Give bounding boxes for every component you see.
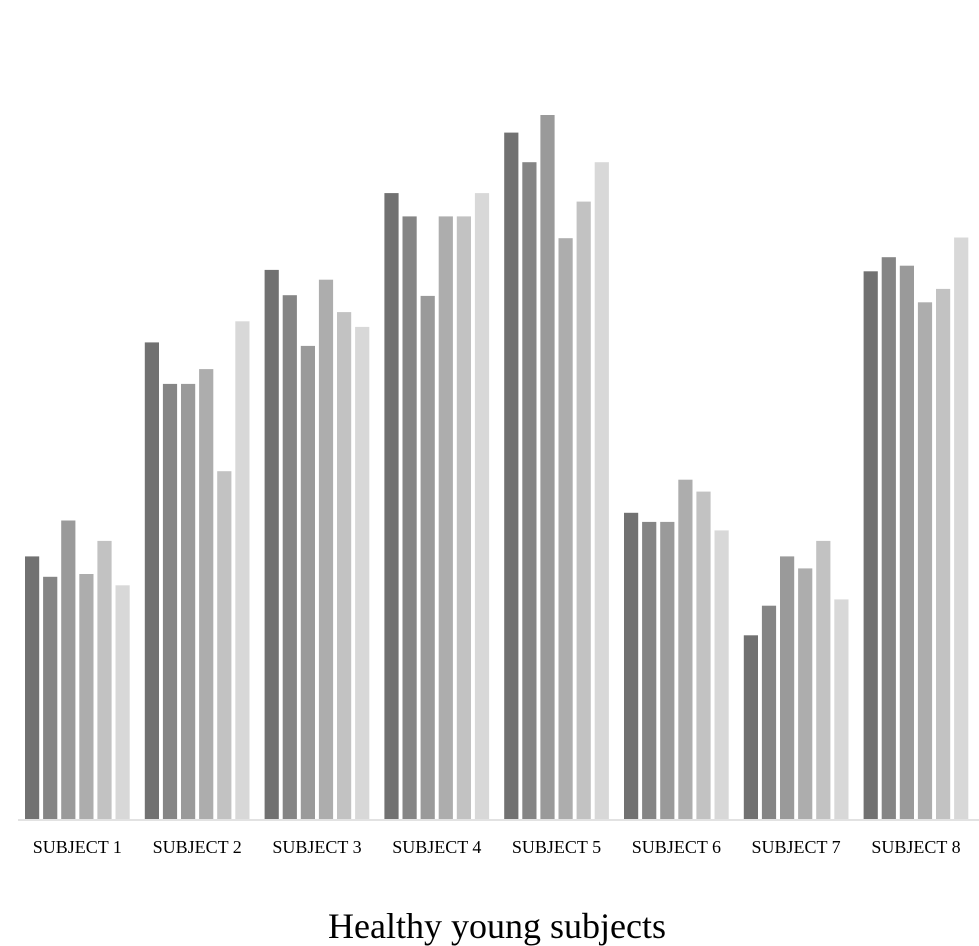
bar-subject-5-series-2 <box>522 162 537 819</box>
category-label: SUBJECT 1 <box>33 837 122 857</box>
category-label: SUBJECT 4 <box>392 837 481 857</box>
bar-subject-3-series-4 <box>318 279 334 819</box>
category-label: SUBJECT 5 <box>512 837 601 857</box>
category-label: SUBJECT 7 <box>751 837 840 857</box>
bar-subject-8-series-2 <box>881 257 896 819</box>
bar-subject-4-series-4 <box>438 216 453 819</box>
bar-subject-5-series-3 <box>540 115 555 819</box>
bar-subject-4-series-5 <box>456 216 471 819</box>
category-label: SUBJECT 2 <box>153 837 242 857</box>
bar-subject-8-series-5 <box>936 288 951 819</box>
bar-subject-4-series-1 <box>384 193 399 820</box>
bar-subject-5-series-5 <box>576 201 591 820</box>
bar-subject-6-series-1 <box>624 512 639 819</box>
bars-group <box>25 115 969 820</box>
category-label: SUBJECT 3 <box>272 837 361 857</box>
bar-subject-1-series-2 <box>43 576 58 819</box>
bar-subject-3-series-1 <box>264 269 279 819</box>
bar-subject-8-series-1 <box>863 271 878 819</box>
bar-subject-6-series-3 <box>660 521 675 819</box>
bar-subject-4-series-6 <box>474 193 490 820</box>
bar-subject-2-series-2 <box>162 383 178 819</box>
bar-subject-3-series-3 <box>300 345 315 819</box>
bar-subject-7-series-1 <box>743 635 758 819</box>
category-label: SUBJECT 8 <box>871 837 960 857</box>
bar-subject-1-series-3 <box>61 520 76 819</box>
bar-subject-5-series-6 <box>594 162 609 819</box>
bar-subject-3-series-5 <box>337 312 352 819</box>
category-labels: SUBJECT 1 SUBJECT 2 SUBJECT 3 SUBJECT 4 SUBJ… <box>33 837 961 857</box>
bar-subject-1-series-4 <box>79 574 94 819</box>
bar-subject-4-series-3 <box>420 295 435 819</box>
bar-subject-2-series-3 <box>181 383 196 819</box>
bar-subject-1-series-5 <box>97 540 112 819</box>
bar-subject-1-series-6 <box>115 585 130 819</box>
bar-subject-2-series-1 <box>144 342 159 819</box>
bar-subject-6-series-4 <box>678 479 693 819</box>
bar-subject-5-series-1 <box>504 132 519 820</box>
x-axis-title: Healthy young subjects <box>328 906 666 946</box>
bar-subject-7-series-6 <box>834 599 849 819</box>
bar-subject-5-series-4 <box>558 238 573 819</box>
bar-subject-3-series-6 <box>355 326 370 819</box>
category-label: SUBJECT 6 <box>632 837 721 857</box>
bar-subject-4-series-2 <box>402 216 417 819</box>
bar-subject-7-series-5 <box>816 540 831 819</box>
bar-subject-7-series-3 <box>780 556 795 819</box>
bar-subject-7-series-2 <box>761 605 777 819</box>
bar-subject-8-series-4 <box>917 302 933 819</box>
bar-subject-2-series-5 <box>217 471 232 819</box>
bar-subject-6-series-5 <box>696 491 711 819</box>
bar-subject-3-series-2 <box>282 295 297 819</box>
bar-subject-6-series-6 <box>714 530 729 819</box>
bar-subject-8-series-6 <box>954 237 969 819</box>
bar-subject-2-series-6 <box>235 321 250 819</box>
bar-subject-7-series-4 <box>798 568 813 819</box>
bar-subject-6-series-2 <box>642 521 657 819</box>
bar-subject-8-series-3 <box>899 265 914 819</box>
bar-subject-1-series-1 <box>25 556 40 819</box>
bar-subject-2-series-4 <box>199 369 214 819</box>
